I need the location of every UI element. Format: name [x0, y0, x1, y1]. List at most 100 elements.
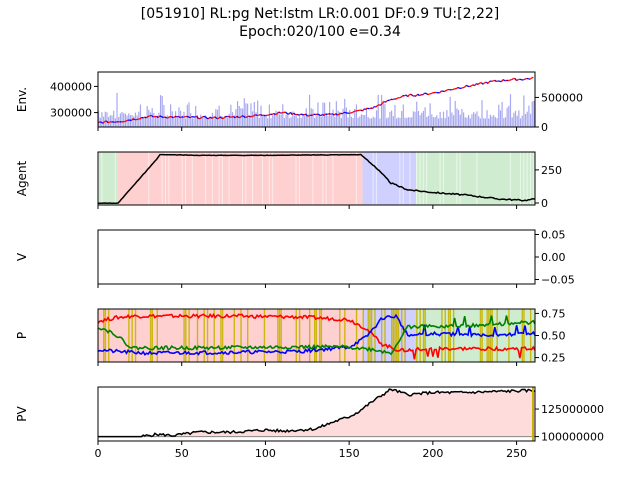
volume-bar [168, 116, 170, 127]
volume-bar [359, 116, 361, 127]
agent-stripe [241, 152, 243, 205]
price-segment [114, 121, 117, 123]
price-segment [248, 115, 251, 118]
price-segment [320, 113, 323, 117]
volume-bar [218, 105, 220, 127]
price-segment [253, 114, 256, 117]
policy-highlight-bar [444, 309, 446, 362]
agent-position-line [98, 153, 536, 204]
volume-bar [230, 104, 232, 127]
volume-bar [468, 114, 470, 127]
policy-highlight-bar [277, 309, 279, 362]
price-segment [157, 115, 161, 119]
policy-highlight-bar [151, 309, 153, 362]
agent-stripe [221, 152, 223, 205]
price-segment [461, 87, 464, 89]
policy-highlight-bar [149, 309, 152, 362]
env-frame [97, 71, 536, 128]
price-segment [388, 98, 392, 101]
price-segment [293, 112, 297, 116]
price-segment [519, 78, 522, 81]
volume-bar [471, 114, 473, 127]
policy-highlight-bar [396, 309, 398, 362]
price-segment [494, 79, 497, 83]
volume-bar [277, 111, 279, 127]
volume-bar [305, 108, 307, 127]
price-segment [407, 94, 410, 98]
policy-highlight-bar [424, 309, 426, 362]
price-segment [218, 116, 221, 119]
price-segment [531, 76, 534, 79]
volume-bar [166, 115, 168, 127]
volume-bar [131, 115, 133, 127]
volume-bar [427, 115, 430, 127]
volume-bar [511, 117, 513, 127]
volume-bar [290, 117, 292, 127]
pv-end-marker [532, 387, 534, 441]
volume-bar [109, 115, 111, 127]
policy-highlight-bar [220, 309, 222, 362]
price-segment [233, 116, 236, 119]
price-segment [472, 84, 476, 87]
price-segment [323, 113, 327, 116]
price-segment [104, 120, 107, 123]
volume-bar [258, 117, 260, 127]
policy-highlight-bar [108, 309, 110, 362]
volume-bar [247, 103, 249, 127]
volume-bar [136, 115, 138, 127]
volume-bar [397, 117, 399, 127]
volume-bar [385, 118, 388, 127]
volume-bar [119, 113, 121, 127]
volume-bar [447, 116, 450, 127]
volume-bar [303, 116, 306, 127]
price-segment [374, 105, 377, 108]
price-segment [132, 118, 136, 121]
price-segment [228, 115, 231, 118]
price-segment [476, 83, 479, 86]
volume-bar [389, 111, 391, 127]
volume-bar [439, 111, 441, 127]
volume-bar [452, 115, 455, 127]
price-segment [452, 88, 455, 91]
price-segment [148, 115, 151, 117]
volume-bar [441, 118, 443, 127]
price-segment [325, 113, 328, 116]
price-segment [455, 86, 459, 90]
agent-stripe [322, 152, 324, 205]
volume-bar [347, 117, 349, 127]
price-segment [487, 80, 491, 84]
volume-bar [282, 104, 284, 127]
policy-ytick-label: 0.75 [541, 307, 566, 320]
price-segment [234, 115, 238, 119]
volume-bar [315, 115, 317, 127]
volume-bar [319, 115, 321, 127]
volume-bar [208, 116, 210, 127]
volume-bar [139, 104, 142, 127]
volume-bar [275, 110, 277, 127]
volume-bar [486, 110, 488, 127]
price-segment [255, 114, 258, 116]
price-segment [496, 80, 499, 83]
volume-bar [285, 115, 287, 127]
volume-bar [394, 104, 396, 127]
price-segment [399, 96, 402, 99]
policy-highlight-bar [233, 309, 236, 362]
volume-bar [391, 110, 393, 127]
volume-bar [494, 117, 497, 127]
price-segment [199, 116, 203, 120]
volume-bar [161, 96, 163, 127]
agent-stripe [409, 152, 411, 205]
price-segment [337, 113, 340, 116]
volume-bar [307, 114, 309, 127]
price-segment [392, 98, 395, 101]
price-segment [368, 107, 372, 110]
volume-bar [144, 117, 147, 127]
agent-ytick-label: 0 [541, 197, 548, 210]
policy-highlight-bar [521, 309, 524, 362]
volume-bar [211, 112, 214, 127]
agent-stripe [218, 152, 220, 205]
policy-highlight-bar [397, 309, 400, 362]
price-segment [400, 95, 404, 98]
volume-bar [270, 118, 272, 127]
price-segment [464, 84, 467, 88]
